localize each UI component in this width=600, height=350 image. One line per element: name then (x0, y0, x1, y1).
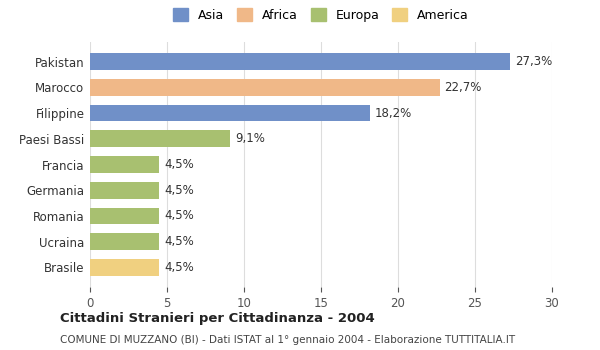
Bar (90, 182, 160, 198)
Text: 4,5%: 4,5% (164, 210, 194, 223)
Bar (90, 259, 160, 276)
Legend: Asia, Africa, Europa, America: Asia, Africa, Europa, America (170, 4, 472, 25)
Text: 4,5%: 4,5% (164, 158, 194, 171)
Text: 4,5%: 4,5% (164, 235, 194, 248)
Text: 4,5%: 4,5% (164, 261, 194, 274)
Bar (90, 156, 160, 173)
Bar (90, 131, 230, 147)
Text: COMUNE DI MUZZANO (BI) - Dati ISTAT al 1° gennaio 2004 - Elaborazione TUTTITALIA: COMUNE DI MUZZANO (BI) - Dati ISTAT al 1… (60, 335, 515, 345)
Text: 18,2%: 18,2% (375, 106, 412, 119)
Bar (90, 53, 511, 70)
Text: 4,5%: 4,5% (164, 184, 194, 197)
Text: 27,3%: 27,3% (515, 55, 552, 68)
Bar (90, 233, 160, 250)
Text: 22,7%: 22,7% (444, 81, 482, 94)
Bar (90, 105, 370, 121)
Bar (90, 208, 160, 224)
Bar (90, 79, 440, 96)
Text: 9,1%: 9,1% (235, 132, 265, 145)
Text: Cittadini Stranieri per Cittadinanza - 2004: Cittadini Stranieri per Cittadinanza - 2… (60, 312, 375, 325)
